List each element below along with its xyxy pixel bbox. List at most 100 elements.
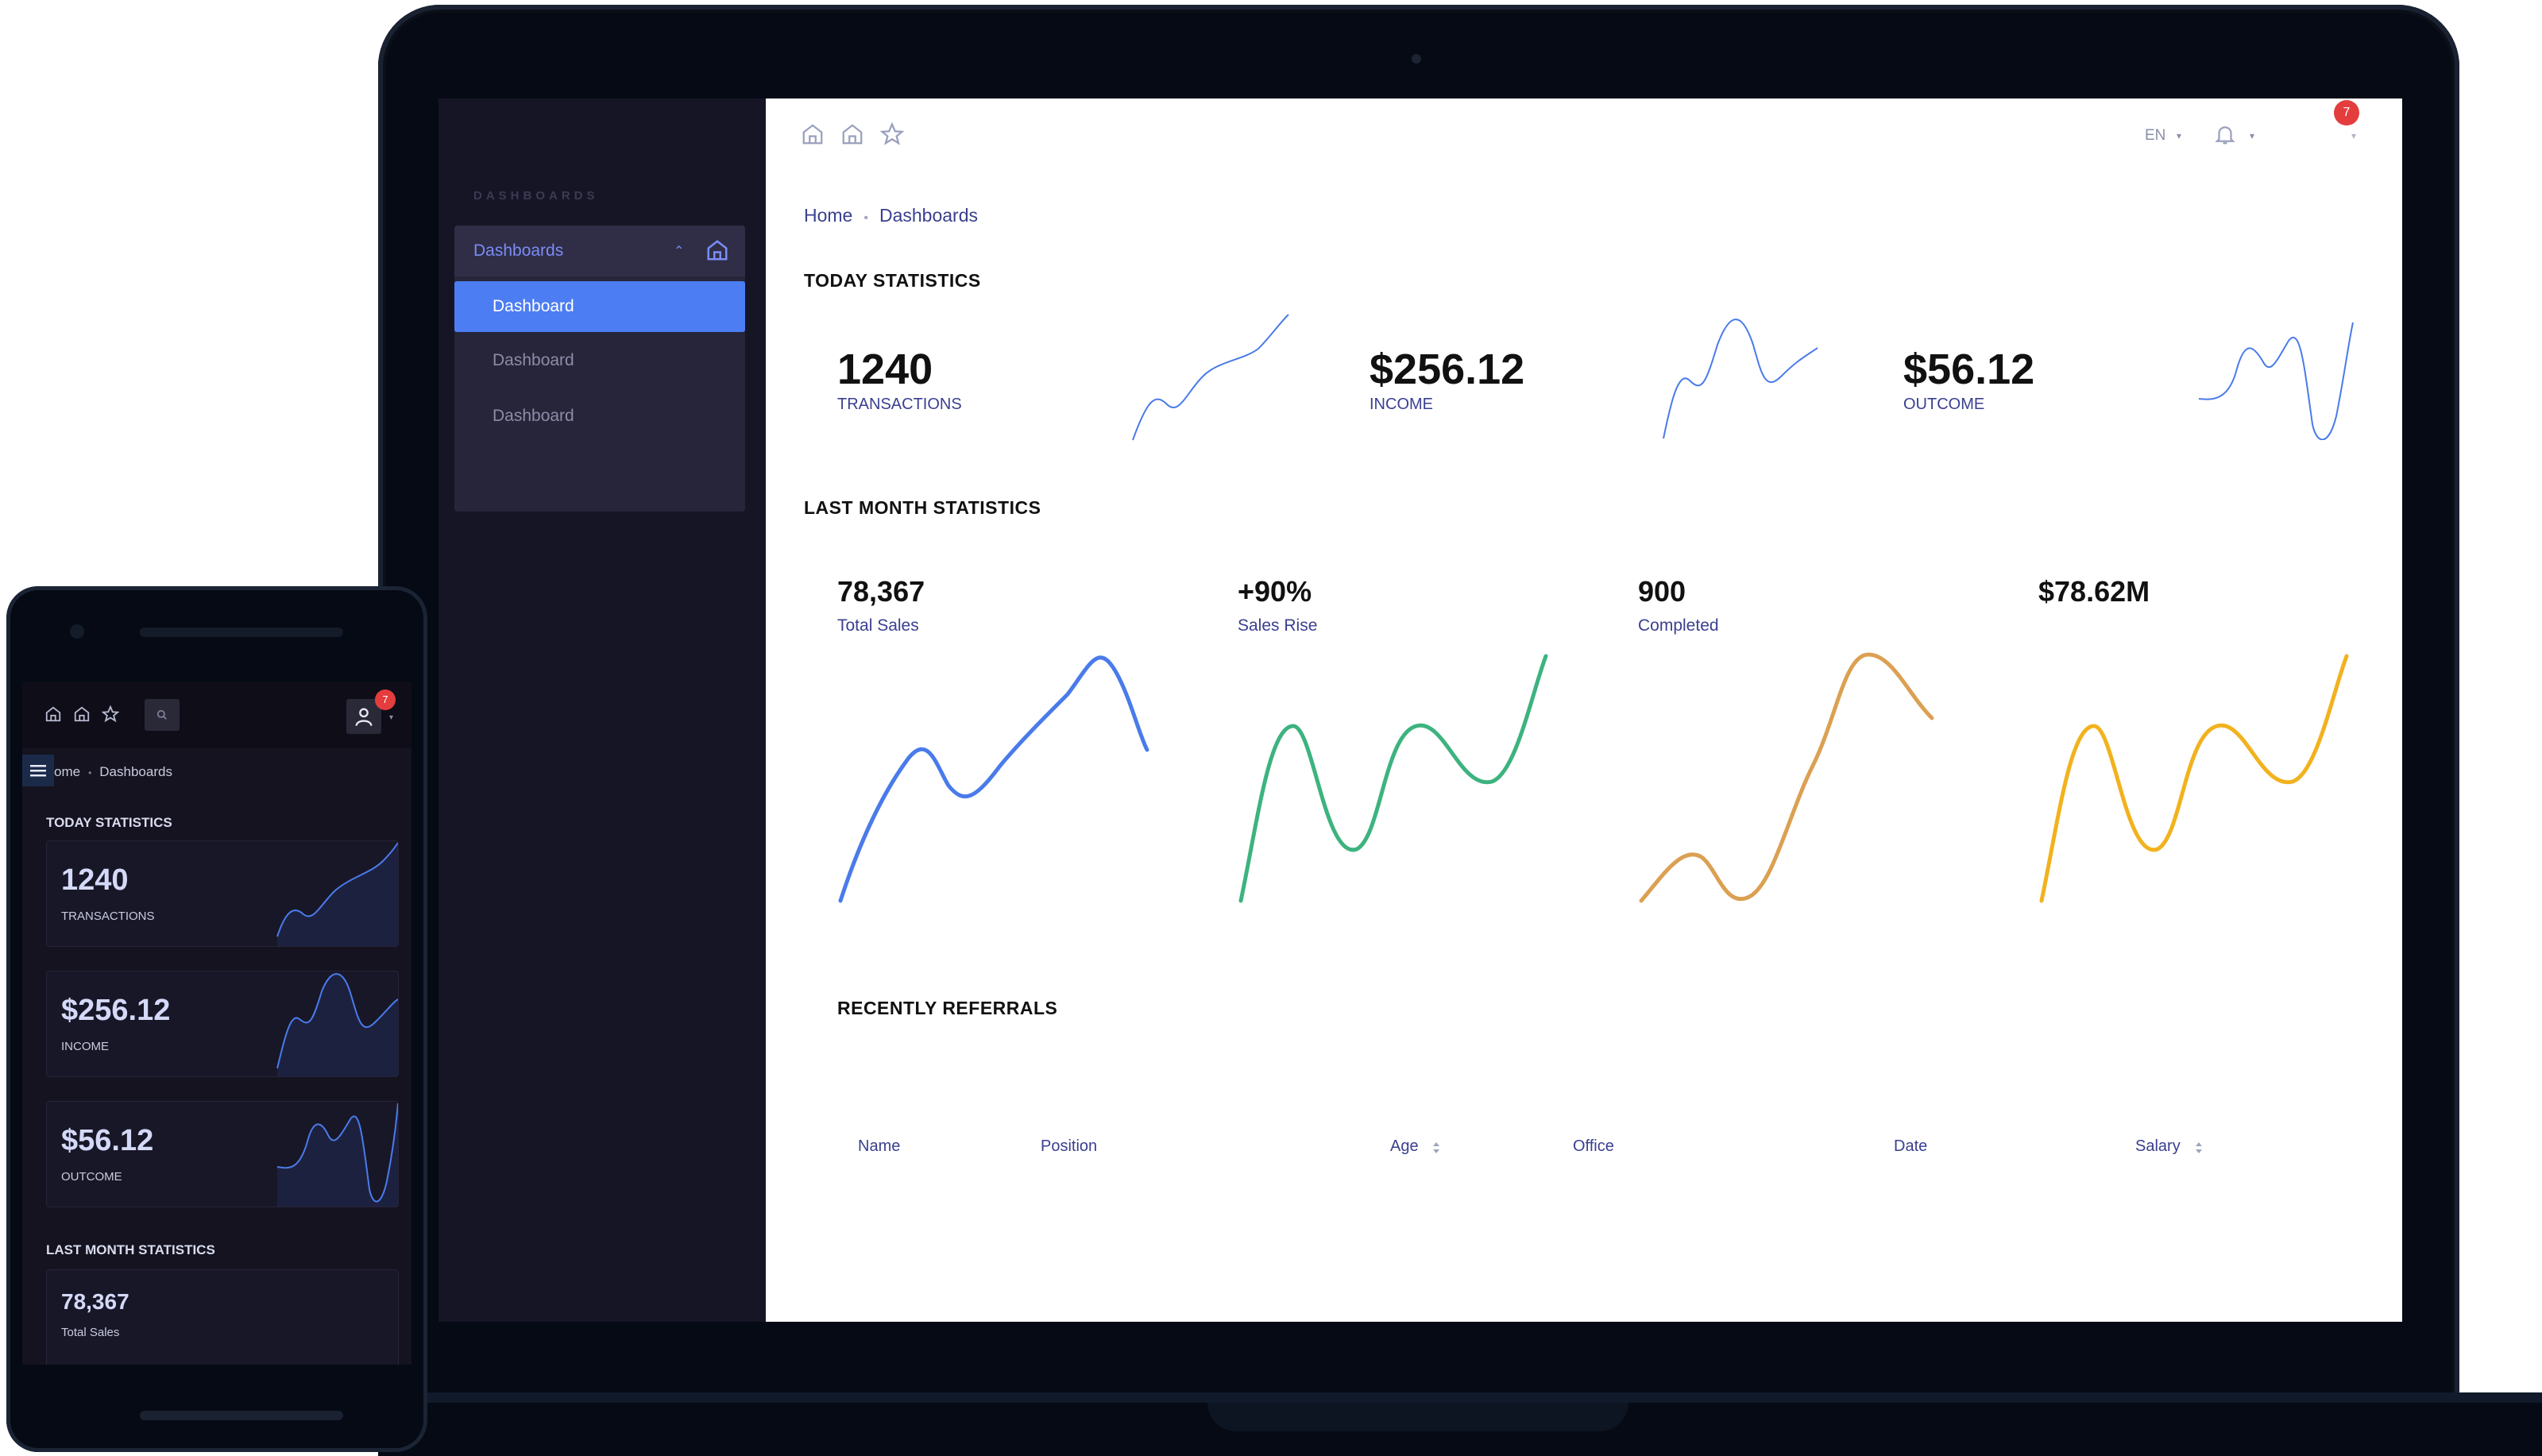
notification-badge: 7 bbox=[2334, 100, 2359, 126]
sidebar-item-dashboard-2[interactable]: Dashboard bbox=[454, 335, 745, 386]
chevron-up-icon: ⌃ bbox=[674, 245, 685, 258]
language-selector[interactable]: EN bbox=[2145, 127, 2166, 144]
revenue-chart bbox=[2039, 654, 2349, 903]
transactions-sparkline bbox=[276, 842, 398, 946]
stat-value: $56.12 bbox=[61, 1124, 154, 1157]
stat-label: OUTCOME bbox=[61, 1170, 122, 1184]
star-icon[interactable] bbox=[102, 705, 119, 723]
stat-value: $56.12 bbox=[1903, 346, 2035, 393]
laptop-notch bbox=[1207, 1403, 1628, 1431]
phone-topbar: 7 ▾ bbox=[22, 682, 411, 748]
sidebar-section-label: DASHBOARDS bbox=[473, 189, 599, 203]
sort-icon[interactable] bbox=[2194, 1139, 2204, 1157]
column-header-salary[interactable]: Salary bbox=[2135, 1137, 2181, 1155]
menu-button[interactable] bbox=[22, 755, 54, 786]
sidebar-item-label: Dashboard bbox=[493, 297, 574, 315]
lm-completed: 900 Completed bbox=[1638, 575, 1719, 635]
stat-label: TRANSACTIONS bbox=[61, 910, 155, 923]
lm-revenue: $78.62M bbox=[2038, 575, 2150, 616]
sidebar-group-label: Dashboards bbox=[473, 241, 564, 260]
stat-label: OUTCOME bbox=[1903, 396, 1985, 413]
section-title-last-month: LAST MONTH STATISTICS bbox=[804, 497, 1041, 518]
outcome-sparkline bbox=[2198, 322, 2354, 440]
sidebar: DASHBOARDS Dashboards ⌃ Dashboard Dashbo… bbox=[438, 98, 766, 1322]
lm-total-sales: 78,367 Total Sales bbox=[837, 575, 925, 635]
column-header-age[interactable]: Age bbox=[1390, 1137, 1419, 1155]
laptop-hinge bbox=[378, 1392, 2542, 1404]
column-header-name[interactable]: Name bbox=[858, 1137, 901, 1155]
home-icon[interactable] bbox=[44, 705, 62, 723]
phone-section-today: TODAY STATISTICS bbox=[46, 815, 172, 830]
home-icon[interactable] bbox=[801, 122, 825, 146]
stat-label: TRANSACTIONS bbox=[837, 396, 962, 413]
laptop-screen: DASHBOARDS Dashboards ⌃ Dashboard Dashbo… bbox=[438, 98, 2402, 1322]
phone-speaker bbox=[140, 628, 343, 637]
stat-value: $256.12 bbox=[61, 994, 171, 1027]
home-icon bbox=[707, 240, 728, 261]
breadcrumb-current[interactable]: Dashboards bbox=[99, 764, 172, 779]
column-header-office[interactable]: Office bbox=[1573, 1137, 1614, 1155]
stat-outcome: $56.12 OUTCOME bbox=[1903, 345, 2034, 414]
search-button[interactable] bbox=[145, 699, 180, 731]
search-icon bbox=[156, 709, 167, 720]
sidebar-item-dashboard-3[interactable]: Dashboard bbox=[454, 391, 745, 442]
income-sparkline bbox=[276, 973, 398, 1076]
lm-sales-rise: +90% Sales Rise bbox=[1238, 575, 1317, 635]
breadcrumb-separator: • bbox=[88, 767, 92, 778]
transactions-sparkline bbox=[1132, 314, 1289, 441]
laptop-camera bbox=[1412, 54, 1421, 64]
total-sales-chart bbox=[838, 655, 1149, 903]
phone-breadcrumb: ome • Dashboards bbox=[54, 764, 172, 780]
sort-icon[interactable] bbox=[1431, 1139, 1441, 1157]
stat-label: Completed bbox=[1638, 616, 1719, 635]
sidebar-group-dashboards[interactable]: Dashboards ⌃ bbox=[454, 226, 745, 276]
column-header-position[interactable]: Position bbox=[1041, 1137, 1098, 1155]
stat-value: 900 bbox=[1638, 575, 1686, 608]
sales-rise-chart bbox=[1238, 654, 1548, 903]
stat-label: Sales Rise bbox=[1238, 616, 1318, 635]
stat-value: $78.62M bbox=[2038, 575, 2150, 608]
column-header-date[interactable]: Date bbox=[1894, 1137, 1928, 1155]
sidebar-item-label: Dashboard bbox=[493, 351, 574, 369]
chevron-down-icon: ▾ bbox=[2250, 130, 2255, 141]
breadcrumb-home[interactable]: ome bbox=[54, 764, 81, 779]
stat-label: INCOME bbox=[1370, 396, 1433, 413]
breadcrumb-separator: • bbox=[863, 211, 868, 225]
stat-label: INCOME bbox=[61, 1040, 109, 1053]
phone-card-outcome: $56.12 OUTCOME bbox=[46, 1101, 399, 1207]
sidebar-item-label: Dashboard bbox=[493, 407, 574, 425]
main-content: EN ▾ ▾ 7 ▾ Home • Dashboards TODAY STATIST… bbox=[766, 98, 2402, 1322]
phone-card-transactions: 1240 TRANSACTIONS bbox=[46, 840, 399, 947]
income-sparkline bbox=[1663, 319, 1818, 439]
completed-chart bbox=[1639, 652, 1934, 903]
stat-value: 78,367 bbox=[61, 1289, 129, 1314]
bell-icon[interactable] bbox=[2213, 122, 2237, 146]
phone-camera bbox=[70, 624, 84, 639]
breadcrumb-home[interactable]: Home bbox=[804, 205, 853, 226]
stat-value: 1240 bbox=[61, 863, 129, 897]
notification-badge: 7 bbox=[375, 689, 396, 710]
stat-value: +90% bbox=[1238, 575, 1312, 608]
user-icon bbox=[355, 708, 373, 726]
section-title-today: TODAY STATISTICS bbox=[804, 270, 981, 291]
menu-icon bbox=[30, 765, 46, 777]
sidebar-item-dashboard-1[interactable]: Dashboard bbox=[454, 281, 745, 332]
phone-section-last-month: LAST MONTH STATISTICS bbox=[46, 1242, 215, 1257]
stat-value: $256.12 bbox=[1370, 346, 1525, 393]
phone-frame: 7 ▾ ome • Dashboards TODAY STATISTICS 1240… bbox=[6, 586, 427, 1452]
phone-card-total-sales: 78,367 Total Sales bbox=[46, 1269, 399, 1365]
stat-income: $256.12 INCOME bbox=[1370, 345, 1524, 414]
stat-transactions: 1240 TRANSACTIONS bbox=[837, 345, 962, 414]
phone-card-income: $256.12 INCOME bbox=[46, 971, 399, 1077]
home-alt-icon[interactable] bbox=[840, 122, 864, 146]
outcome-sparkline bbox=[276, 1103, 398, 1207]
chevron-down-icon[interactable]: ▾ bbox=[2351, 130, 2357, 141]
star-icon[interactable] bbox=[880, 122, 904, 146]
phone-bottom-speaker bbox=[140, 1411, 343, 1420]
stat-label: Total Sales bbox=[837, 616, 919, 635]
stat-label: Total Sales bbox=[61, 1326, 120, 1339]
stat-value: 1240 bbox=[837, 346, 933, 393]
section-title-referrals: RECENTLY REFERRALS bbox=[837, 998, 1058, 1018]
home-alt-icon[interactable] bbox=[73, 705, 91, 723]
breadcrumb-current[interactable]: Dashboards bbox=[879, 205, 978, 226]
